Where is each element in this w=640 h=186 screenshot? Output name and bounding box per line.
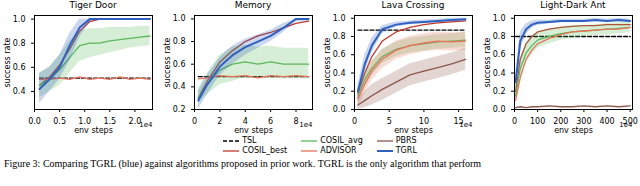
svg-text:0.6: 0.6 [13, 63, 26, 72]
svg-text:400: 400 [599, 117, 614, 126]
svg-text:200: 200 [553, 117, 569, 127]
svg-text:0.4: 0.4 [493, 69, 506, 78]
html-text:COSIL_best: COSIL_best [242, 146, 288, 155]
svg-text:6: 6 [268, 117, 274, 127]
svg-text:env steps: env steps [234, 126, 273, 135]
svg-text:300: 300 [576, 117, 592, 127]
svg-text:1.0: 1.0 [13, 15, 26, 24]
html-text:Figure 3: Comparing TGRL (blue: Figure 3: Comparing TGRL (blue) against … [4, 158, 482, 169]
svg-text:8: 8 [293, 117, 298, 126]
svg-text:0.2: 0.2 [493, 87, 506, 96]
svg-text:10: 10 [418, 117, 429, 127]
svg-text:success rate: success rate [483, 37, 492, 87]
svg-text:0.4: 0.4 [173, 82, 186, 91]
html-text:Lava Crossing: Lava Crossing [381, 0, 445, 10]
html-text:TGRL: TGRL [395, 146, 417, 155]
svg-text:success rate: success rate [163, 37, 172, 87]
svg-text:1e4: 1e4 [299, 121, 313, 129]
svg-text:success rate: success rate [323, 37, 332, 87]
svg-text:1e4: 1e4 [619, 121, 633, 129]
svg-text:0: 0 [512, 117, 517, 126]
html-text:Tiger Door: Tiger Door [69, 0, 117, 10]
svg-text:0.0: 0.0 [28, 117, 41, 126]
svg-text:0.4: 0.4 [333, 69, 346, 78]
svg-text:0: 0 [352, 117, 357, 126]
svg-text:0.0: 0.0 [333, 105, 346, 114]
svg-text:0.6: 0.6 [333, 50, 346, 59]
svg-text:env steps: env steps [554, 126, 593, 135]
svg-text:0: 0 [192, 117, 197, 126]
svg-text:4: 4 [242, 117, 248, 127]
svg-text:env steps: env steps [74, 126, 113, 135]
html-text:Memory: Memory [234, 0, 272, 10]
svg-text:env steps: env steps [394, 126, 433, 135]
svg-text:0.8: 0.8 [333, 32, 346, 41]
svg-text:0.8: 0.8 [493, 32, 506, 41]
svg-text:0.8: 0.8 [173, 37, 186, 46]
svg-text:1.0: 1.0 [333, 14, 346, 23]
svg-text:5: 5 [387, 117, 392, 126]
svg-text:1.0: 1.0 [173, 14, 186, 23]
svg-text:1e4: 1e4 [139, 121, 153, 129]
svg-text:0.8: 0.8 [13, 39, 26, 48]
svg-text:2: 2 [217, 117, 222, 126]
svg-text:2.0: 2.0 [128, 117, 142, 127]
html-text:COSIL_avg: COSIL_avg [320, 136, 363, 145]
html-text:TSL: TSL [242, 136, 257, 145]
svg-text:1.5: 1.5 [103, 117, 117, 127]
svg-text:0.2: 0.2 [173, 105, 186, 114]
svg-text:1.0: 1.0 [493, 14, 506, 23]
html-text:PBRS: PBRS [395, 136, 417, 145]
svg-text:0.6: 0.6 [493, 50, 506, 59]
html-text:ADVISOR: ADVISOR [320, 146, 357, 155]
svg-text:0.4: 0.4 [13, 87, 26, 96]
svg-text:1e4: 1e4 [459, 121, 473, 129]
svg-text:0.6: 0.6 [173, 60, 186, 69]
svg-text:0.5: 0.5 [53, 117, 66, 126]
svg-text:1.0: 1.0 [78, 117, 92, 127]
svg-text:0.0: 0.0 [493, 105, 506, 114]
svg-text:0.2: 0.2 [333, 87, 346, 96]
svg-text:100: 100 [530, 117, 545, 126]
html-text:Light-Dark Ant: Light-Dark Ant [540, 0, 606, 10]
svg-text:success rate: success rate [3, 37, 12, 87]
